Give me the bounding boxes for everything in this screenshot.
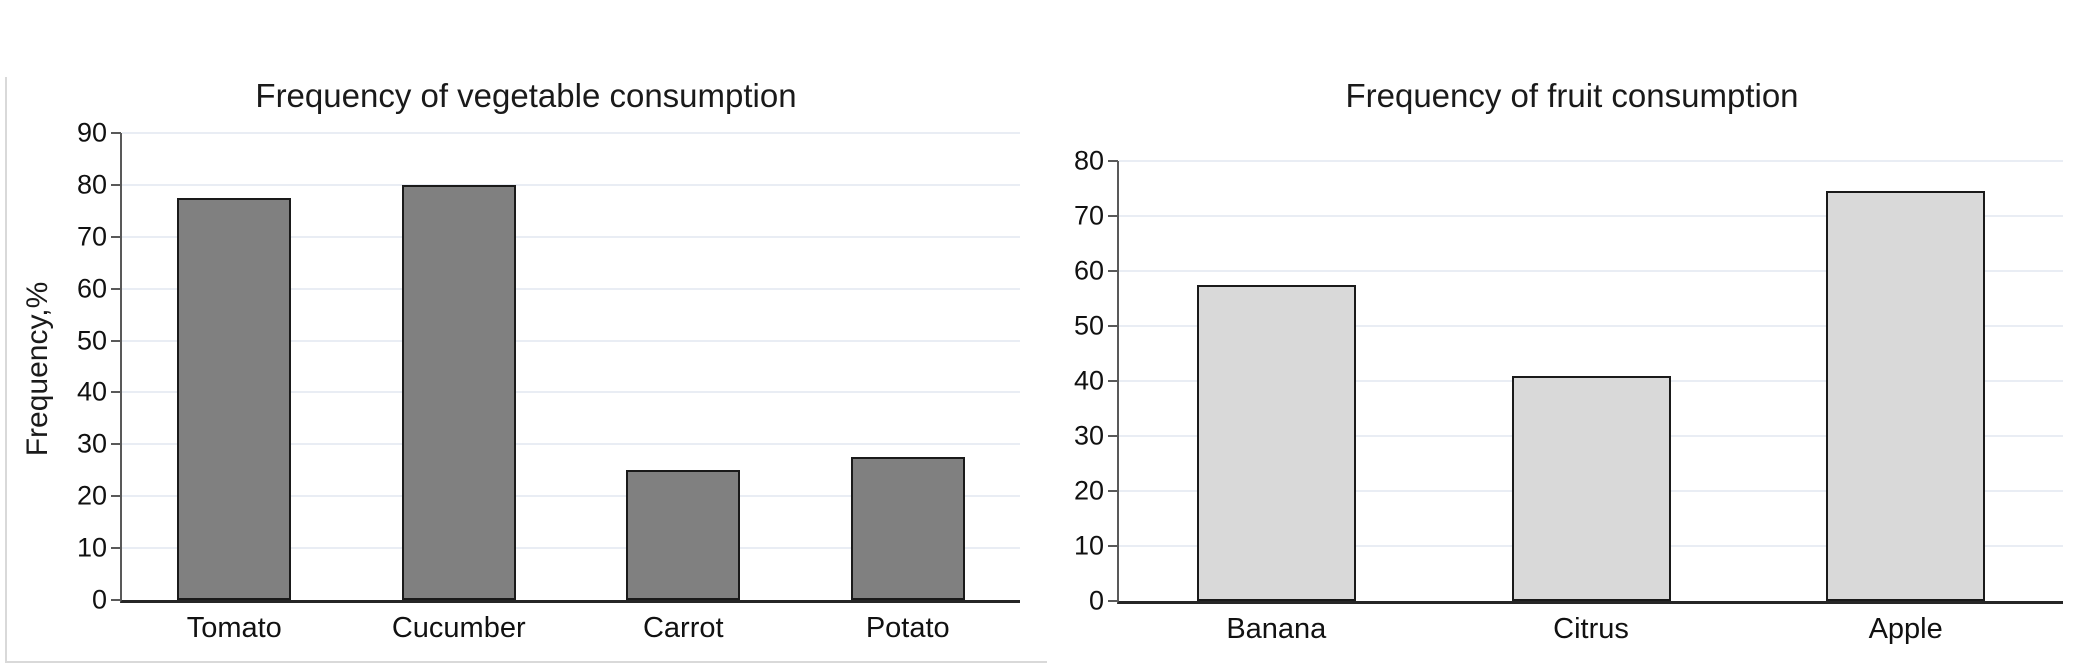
y-tick-label-10: 10	[76, 532, 107, 563]
y-tick-label-50: 50	[1073, 310, 1104, 341]
x-category-label-potato: Potato	[865, 612, 950, 644]
y-tickmark-50	[111, 339, 121, 342]
y-tick-label-30: 30	[1073, 420, 1104, 451]
gridline-90	[122, 132, 1020, 134]
bar-carrot	[626, 470, 741, 600]
x-category-label-tomato: Tomato	[186, 612, 282, 644]
y-tickmark-80	[111, 183, 121, 186]
y-tickmark-40	[1108, 380, 1118, 382]
y-tickmark-0	[1108, 600, 1118, 602]
x-category-label-apple: Apple	[1868, 613, 1943, 645]
gridline-50	[122, 339, 1020, 342]
vegetable-consumption-chart: Frequency of vegetable consumption Frequ…	[5, 77, 1047, 663]
fruit-consumption-chart: Frequency of fruit consumption 0 10 20 30 40…	[1050, 77, 2094, 663]
y-tick-label-70: 70	[1073, 200, 1104, 231]
gridline-70	[1119, 215, 2063, 217]
y-tick-label-40: 40	[76, 376, 107, 407]
y-tickmark-10	[1108, 545, 1118, 547]
y-tickmark-0	[111, 599, 121, 601]
x-category-label-carrot: Carrot	[642, 612, 724, 644]
bar-banana	[1196, 284, 1356, 601]
y-tickmark-70	[1108, 215, 1118, 217]
y-tick-label-60: 60	[76, 273, 107, 304]
y-tick-label-0: 0	[1088, 585, 1104, 616]
vegetable-chart-frame-bottom-border	[5, 661, 1047, 663]
gridline-50	[1119, 325, 2063, 327]
gridline-30	[122, 443, 1020, 446]
y-tickmark-20	[111, 495, 121, 498]
y-tick-label-80: 80	[1073, 145, 1104, 176]
gridline-70	[122, 235, 1020, 238]
y-tickmark-60	[1108, 270, 1118, 272]
gridline-80	[1119, 160, 2063, 162]
y-tickmark-40	[111, 391, 121, 394]
y-tickmark-30	[111, 443, 121, 446]
y-tick-label-90: 90	[76, 117, 107, 148]
gridline-60	[122, 287, 1020, 290]
y-tick-label-10: 10	[1073, 530, 1104, 561]
y-tick-label-20: 20	[76, 480, 107, 511]
bar-potato	[850, 457, 965, 600]
bar-cucumber	[401, 184, 516, 600]
gridline-60	[1119, 270, 2063, 272]
x-category-label-citrus: Citrus	[1553, 613, 1629, 645]
y-tick-label-40: 40	[1073, 365, 1104, 396]
y-tick-label-60: 60	[1073, 255, 1104, 286]
y-tick-label-50: 50	[76, 325, 107, 356]
y-tickmark-20	[1108, 490, 1118, 492]
chart-title: Frequency of vegetable consumption	[255, 77, 797, 114]
y-tick-label-80: 80	[76, 169, 107, 200]
gridline-10	[122, 547, 1020, 550]
x-category-label-cucumber: Cucumber	[391, 612, 526, 644]
bar-tomato	[177, 197, 292, 600]
gridline-80	[122, 183, 1020, 186]
y-tick-label-20: 20	[1073, 475, 1104, 506]
y-tick-label-70: 70	[76, 221, 107, 252]
y-tickmark-30	[1108, 435, 1118, 437]
vegetable-chart-frame-left-border	[5, 77, 7, 663]
y-tickmark-80	[1108, 160, 1118, 162]
y-tickmark-90	[111, 132, 121, 134]
plot-area: 0 10 20 30 40 50 60 70 80 Banana Citrus Apple	[1074, 147, 2063, 645]
x-category-label-banana: Banana	[1226, 613, 1327, 645]
y-tickmark-70	[111, 235, 121, 238]
gridline-40	[122, 391, 1020, 394]
bar-citrus	[1511, 375, 1671, 601]
y-tickmark-10	[111, 547, 121, 550]
gridline-20	[122, 495, 1020, 498]
bar-apple	[1826, 191, 1986, 601]
y-tickmark-50	[1108, 325, 1118, 327]
y-tick-label-30: 30	[76, 428, 107, 459]
y-tickmark-60	[111, 287, 121, 290]
plot-area: 0 10 20 30 40 50 60 70 80 90 Tomato Cucumber Carrot P…	[77, 119, 1020, 644]
chart-title: Frequency of fruit consumption	[1345, 77, 1799, 114]
y-tick-label-0: 0	[91, 584, 107, 615]
